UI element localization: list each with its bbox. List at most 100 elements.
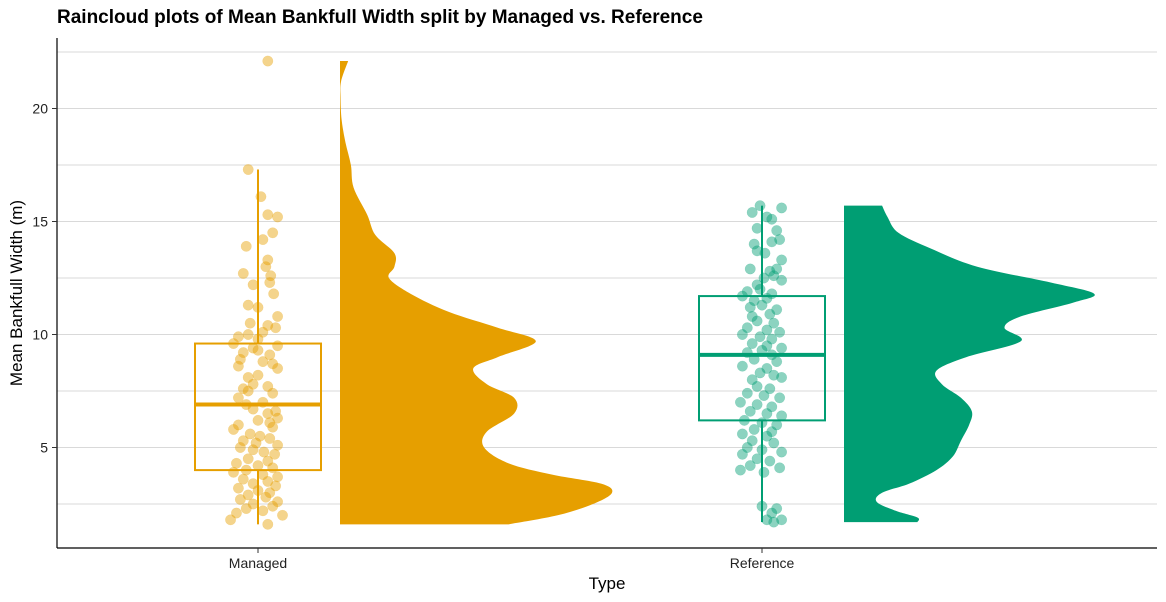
data-point	[736, 329, 748, 340]
data-point	[237, 383, 249, 395]
data-point	[252, 369, 264, 381]
data-point	[257, 469, 269, 481]
data-point	[254, 430, 266, 442]
data-point	[252, 333, 264, 345]
y-tick-label: 15	[32, 214, 48, 230]
data-point	[237, 473, 249, 485]
data-point	[240, 240, 252, 252]
data-point	[237, 435, 249, 447]
data-point	[228, 338, 239, 349]
data-point	[242, 371, 254, 383]
data-point	[764, 265, 776, 277]
data-point	[776, 446, 788, 458]
data-point	[761, 292, 773, 304]
data-point	[267, 227, 279, 239]
data-point	[269, 448, 281, 460]
data-point	[751, 399, 763, 411]
data-point	[766, 213, 778, 225]
data-point	[751, 315, 763, 327]
data-point	[252, 460, 264, 472]
data-point	[267, 421, 279, 433]
data-point	[746, 207, 758, 218]
data-point	[272, 496, 284, 508]
data-point	[260, 491, 272, 503]
data-point	[244, 428, 256, 440]
data-point	[272, 412, 284, 424]
data-point	[748, 353, 760, 365]
data-point	[761, 324, 773, 336]
data-point	[247, 378, 259, 390]
data-point	[744, 263, 756, 275]
y-axis-title: Mean Bankfull Width (m)	[7, 200, 26, 386]
data-point	[741, 442, 753, 453]
data-point	[270, 405, 282, 417]
data-point	[264, 277, 276, 288]
data-point	[252, 484, 264, 496]
data-point	[746, 435, 758, 447]
data-point	[267, 387, 279, 399]
data-point	[756, 417, 768, 429]
data-point	[262, 475, 274, 487]
data-point	[764, 455, 776, 467]
data-point	[741, 347, 753, 359]
data-point	[232, 392, 244, 404]
y-tick-label: 5	[40, 440, 48, 456]
data-point	[270, 480, 282, 492]
data-point	[746, 374, 758, 386]
data-point	[776, 342, 788, 354]
data-point	[265, 270, 277, 282]
data-point	[744, 301, 756, 313]
data-point	[734, 464, 746, 476]
data-point	[262, 518, 274, 530]
data-point	[242, 299, 254, 311]
data-point	[234, 494, 246, 505]
data-point	[232, 360, 244, 372]
data-point	[240, 464, 252, 476]
data-point	[754, 200, 766, 212]
data-point	[247, 444, 259, 456]
data-point	[242, 164, 254, 175]
data-point	[766, 426, 778, 438]
data-point	[761, 408, 773, 420]
y-tick-label: 20	[32, 101, 48, 117]
data-point	[264, 433, 276, 444]
data-point	[776, 274, 788, 286]
data-point	[734, 396, 746, 408]
data-point	[255, 191, 267, 203]
density-cloud-reference	[844, 205, 1095, 523]
data-point	[761, 514, 773, 526]
data-point	[766, 349, 778, 361]
data-point	[264, 349, 276, 361]
data-point	[736, 428, 748, 440]
data-point	[234, 442, 246, 453]
data-point	[768, 369, 780, 381]
data-point	[756, 500, 768, 512]
data-point	[247, 478, 259, 490]
density-clouds	[340, 61, 1095, 525]
data-point	[267, 462, 279, 474]
data-point	[746, 310, 758, 322]
data-point	[758, 272, 770, 284]
axes	[56, 38, 1157, 549]
data-point	[751, 279, 763, 291]
y-tick-label: 10	[32, 327, 48, 343]
data-point	[272, 439, 284, 451]
data-point	[754, 367, 766, 379]
data-point	[751, 381, 763, 392]
data-point	[264, 487, 276, 499]
data-point	[247, 403, 259, 415]
data-point	[232, 482, 244, 494]
data-point	[774, 392, 786, 404]
data-point	[761, 340, 773, 352]
data-point	[257, 356, 269, 368]
data-point	[766, 507, 778, 519]
data-point	[774, 326, 786, 338]
data-point	[754, 331, 766, 343]
data-point	[272, 340, 284, 352]
data-point	[225, 514, 237, 526]
data-point	[257, 396, 269, 408]
data-point	[741, 286, 753, 298]
data-point	[262, 254, 274, 266]
data-point	[768, 317, 780, 329]
x-tick-label: Reference	[730, 555, 795, 571]
